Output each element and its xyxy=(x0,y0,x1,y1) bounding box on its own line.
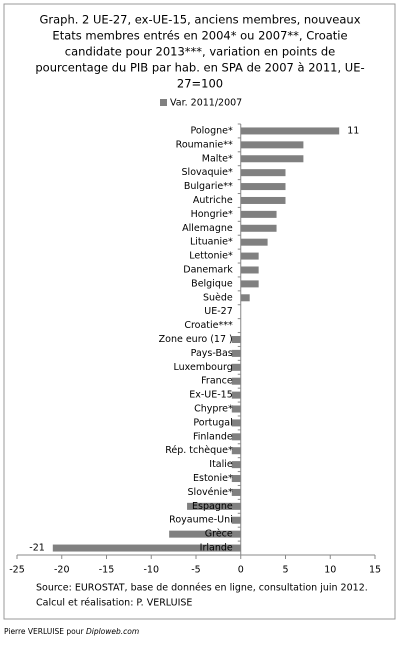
bar xyxy=(240,266,259,274)
legend-swatch xyxy=(160,99,167,106)
chart-title: Graph. 2 UE-27, ex-UE-15, anciens membre… xyxy=(39,13,360,27)
y-tick-label: Chypre* xyxy=(194,404,233,415)
data-label: 11 xyxy=(347,125,359,136)
y-tick-label: Belgique xyxy=(191,278,233,289)
bar xyxy=(231,475,241,483)
y-tick-label: UE-27 xyxy=(204,306,232,317)
bar xyxy=(240,196,286,204)
bar xyxy=(231,447,241,455)
x-tick-label: -10 xyxy=(143,565,159,576)
bar xyxy=(231,391,241,399)
y-tick-label: Pays-Bas xyxy=(191,348,233,359)
x-tick-label: 15 xyxy=(369,565,381,576)
y-tick-label: Slovaquie* xyxy=(182,167,233,178)
frame xyxy=(3,3,396,620)
bar xyxy=(231,377,241,385)
x-tick-label: 5 xyxy=(282,565,288,576)
chart-title: candidate pour 2013***, variation en poi… xyxy=(65,45,335,59)
bar xyxy=(231,336,241,343)
y-tick-label: Grèce xyxy=(205,529,233,540)
y-tick-label: Danemark xyxy=(183,264,233,275)
x-tick-label: -5 xyxy=(191,565,200,576)
x-tick-label: -20 xyxy=(54,565,70,576)
y-tick-label: Estonie* xyxy=(193,473,233,484)
source: Calcul et réalisation: P. VERLUISE xyxy=(36,598,192,609)
y-tick-label: Lettonie* xyxy=(189,251,233,262)
y-tick-label: Irlande xyxy=(200,543,233,554)
y-tick-label: Suède xyxy=(203,292,233,303)
y-tick-label: Roumanie** xyxy=(176,139,233,150)
y-tick-label: Malte* xyxy=(202,153,233,164)
y-tick-label: Rép. tchèque* xyxy=(165,445,233,456)
bar xyxy=(240,210,277,218)
bar xyxy=(231,349,241,357)
footer: Pierre VERLUISE pour Diploweb.com xyxy=(4,627,139,636)
y-tick-label: Slovénie* xyxy=(188,487,233,498)
y-tick-label: Zone euro (17 ) xyxy=(159,334,233,345)
bar xyxy=(231,461,241,469)
bar xyxy=(169,530,241,538)
data-label: -21 xyxy=(29,543,45,554)
bar xyxy=(240,252,259,260)
bar xyxy=(52,544,241,552)
bar xyxy=(240,294,250,302)
bar xyxy=(231,488,241,496)
bar xyxy=(240,155,304,163)
bar xyxy=(240,280,259,288)
y-tick-label: Autriche xyxy=(193,195,233,206)
bar xyxy=(231,363,241,371)
chart-title: Etats membres entrés en 2004* ou 2007**,… xyxy=(52,29,347,43)
bar xyxy=(240,224,277,232)
chart-title: 27=100 xyxy=(177,77,223,91)
y-tick-label: Royaume-Uni xyxy=(169,515,233,526)
bar xyxy=(231,405,241,413)
y-tick-label: Luxembourg xyxy=(174,362,233,373)
bar xyxy=(240,238,268,246)
y-tick-label: Hongrie* xyxy=(191,209,233,220)
x-tick-label: 10 xyxy=(324,565,336,576)
bar xyxy=(231,516,241,524)
y-tick-label: Croatie*** xyxy=(184,320,233,331)
bar xyxy=(240,169,286,177)
y-tick-label: Italie xyxy=(209,459,233,470)
chart-title: pourcentage du PIB par hab. en SPA de 20… xyxy=(35,61,364,75)
y-tick-label: Espagne xyxy=(192,501,233,512)
bar xyxy=(187,502,241,510)
bar xyxy=(240,183,286,191)
legend-label: Var. 2011/2007 xyxy=(170,98,242,109)
source: Source: EUROSTAT, base de données en lig… xyxy=(36,583,368,594)
y-tick-label: Bulgarie** xyxy=(184,181,233,192)
x-tick-label: 0 xyxy=(238,565,244,576)
x-tick-label: -25 xyxy=(9,565,25,576)
y-tick-label: Ex-UE-15 xyxy=(189,390,233,401)
y-tick-label: Finlande xyxy=(193,431,233,442)
y-tick-label: Allemagne xyxy=(182,223,233,234)
y-tick-label: Pologne* xyxy=(190,125,233,136)
y-tick-label: France xyxy=(201,376,233,387)
x-tick-label: -15 xyxy=(99,565,115,576)
bar xyxy=(231,419,241,427)
bar xyxy=(231,433,241,441)
bar xyxy=(240,141,304,149)
y-tick-label: Portugal xyxy=(193,417,232,428)
y-tick-label: Lituanie* xyxy=(190,237,233,248)
bar xyxy=(240,127,340,135)
